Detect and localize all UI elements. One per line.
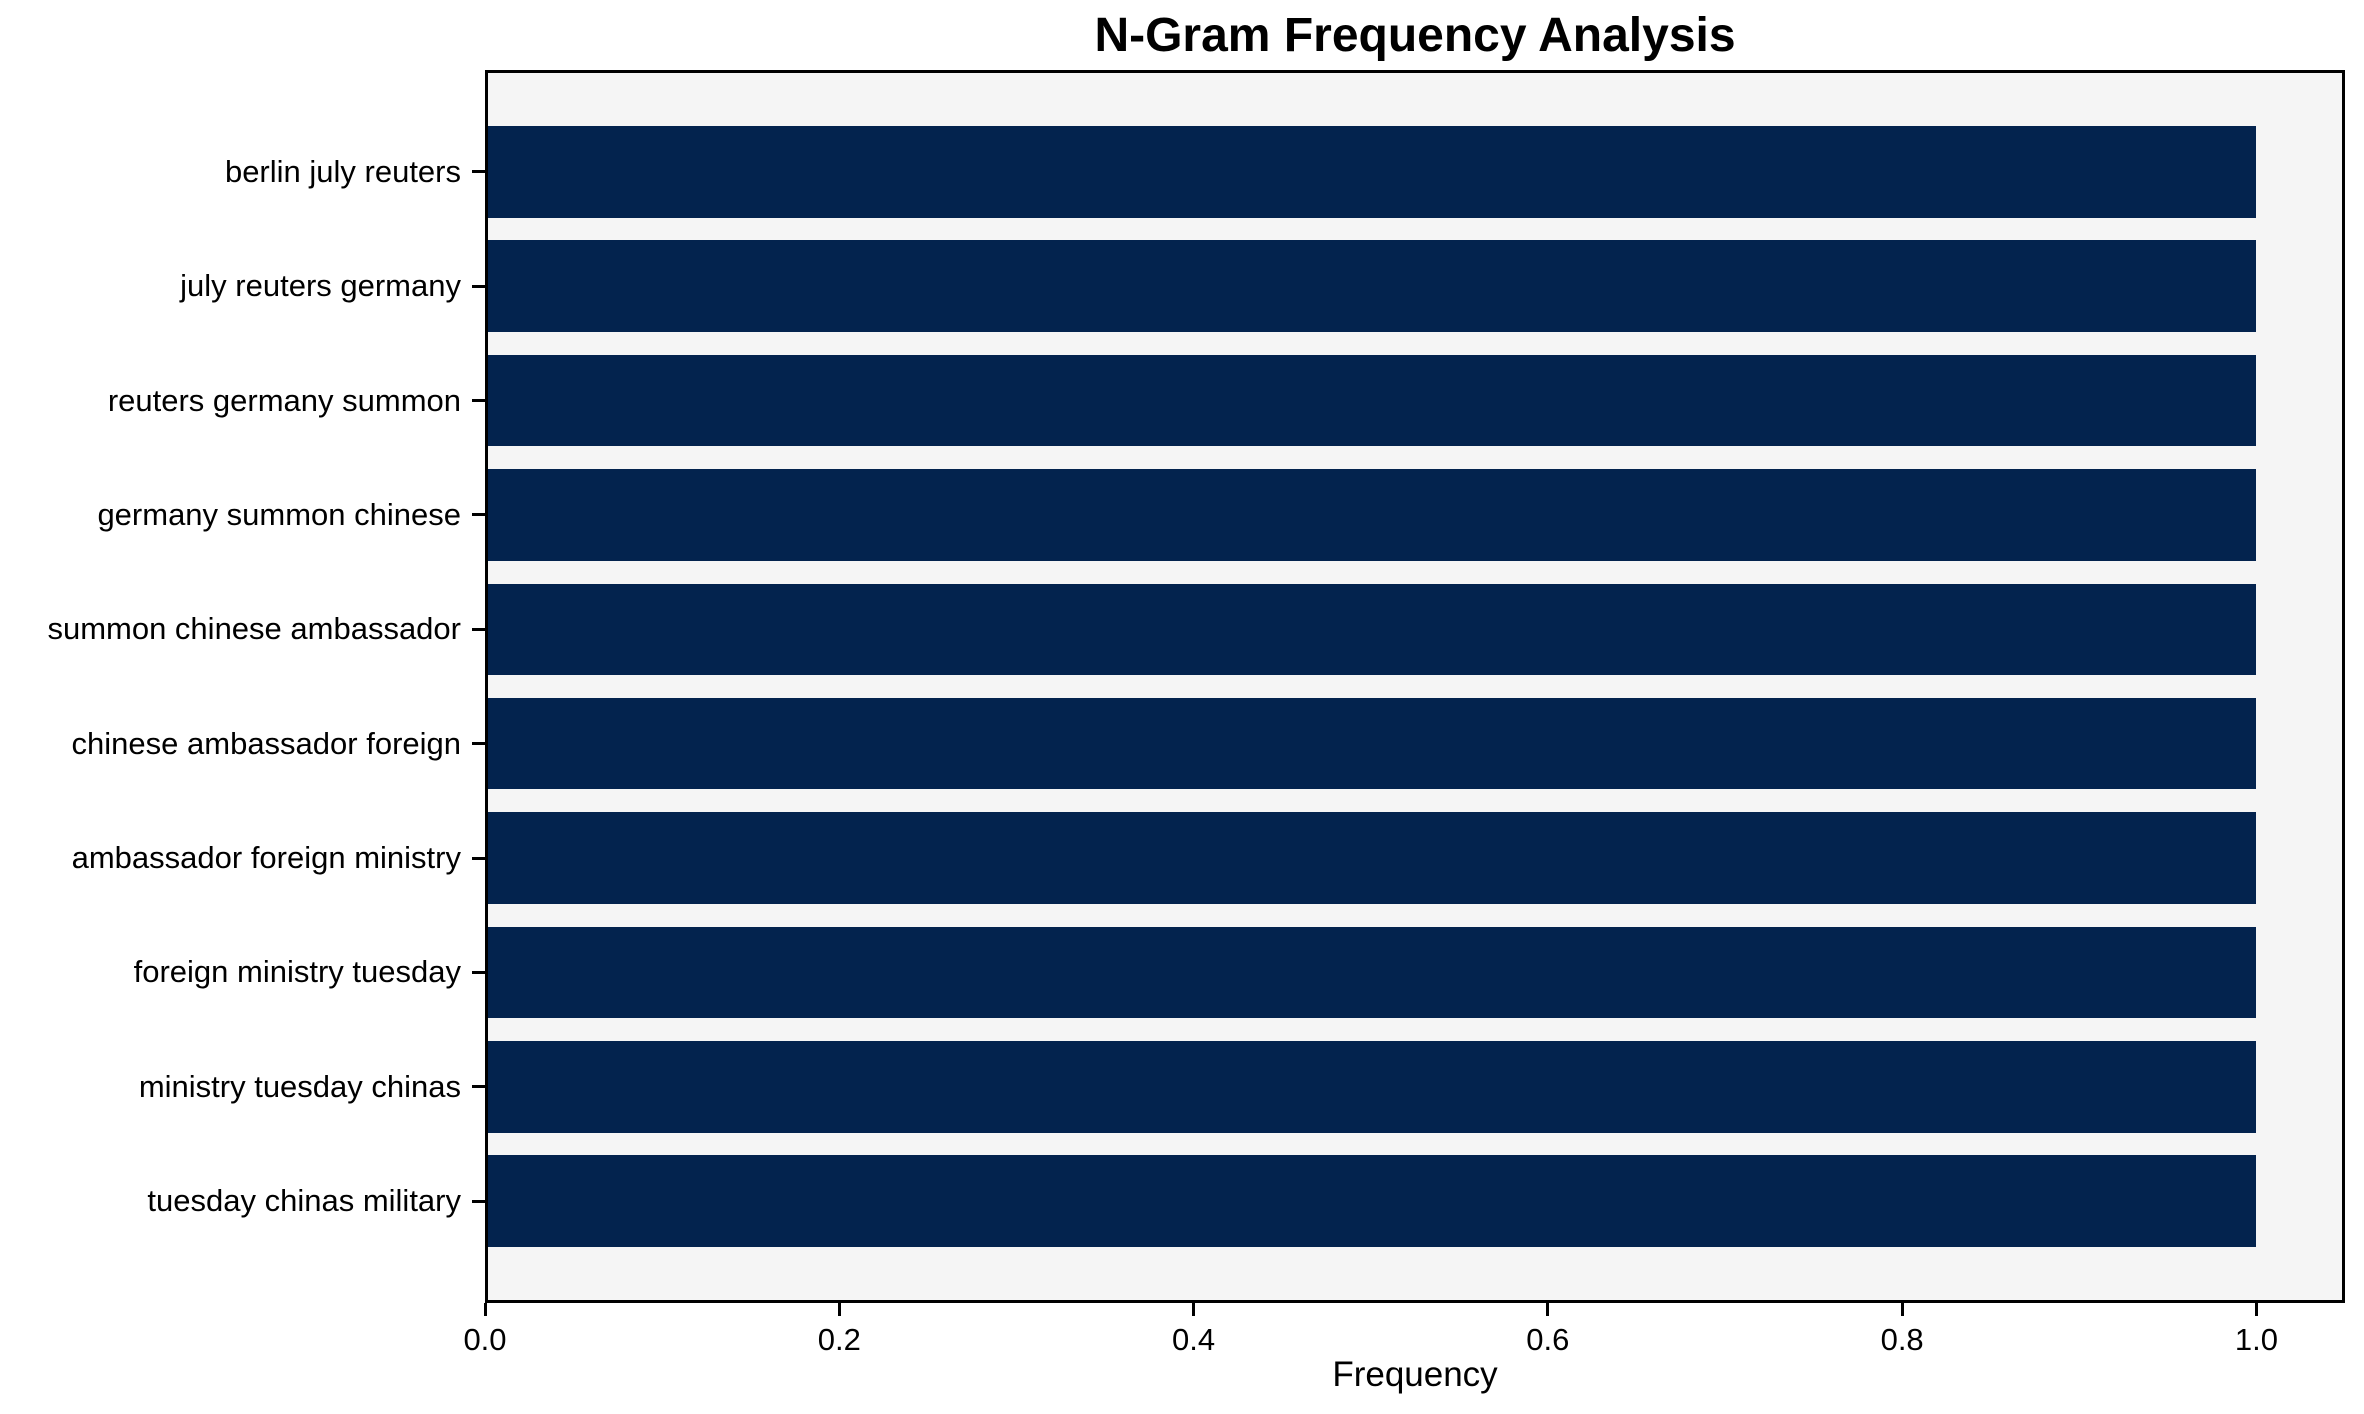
bar: [488, 812, 2257, 904]
bar: [488, 240, 2257, 332]
y-tick-mark: [472, 970, 485, 974]
x-tick-mark: [2254, 1303, 2258, 1316]
y-tick-mark: [472, 856, 485, 860]
y-tick-label: foreign ministry tuesday: [133, 954, 461, 990]
x-tick-label: 0.6: [1526, 1322, 1570, 1357]
x-axis-label: Frequency: [1332, 1355, 1498, 1394]
x-tick-mark: [483, 1303, 487, 1316]
y-tick-mark: [472, 627, 485, 631]
y-tick-label: germany summon chinese: [97, 496, 461, 532]
y-tick-label: chinese ambassador foreign: [71, 725, 461, 761]
bar: [488, 1041, 2257, 1133]
y-tick-mark: [472, 399, 485, 403]
x-tick-mark: [1192, 1303, 1196, 1316]
x-tick-mark: [837, 1303, 841, 1316]
bar: [488, 583, 2257, 676]
bar: [488, 697, 2257, 790]
x-tick-mark: [1900, 1303, 1904, 1316]
y-tick-mark: [472, 513, 485, 517]
y-tick-mark: [472, 284, 485, 288]
y-tick-mark: [472, 742, 485, 746]
y-tick-label: july reuters germany: [180, 268, 461, 304]
y-tick-label: reuters germany summon: [107, 382, 461, 418]
y-tick-label: summon chinese ambassador: [47, 611, 461, 647]
y-tick-label: tuesday chinas military: [147, 1183, 461, 1219]
bar: [488, 469, 2257, 561]
bar: [488, 1155, 2257, 1247]
chart-title: N-Gram Frequency Analysis: [1094, 9, 1736, 62]
y-tick-mark: [472, 1199, 485, 1203]
x-tick-label: 0.2: [817, 1322, 861, 1357]
y-tick-mark: [472, 1085, 485, 1089]
bar: [488, 354, 2257, 447]
y-tick-mark: [472, 170, 485, 174]
x-tick-label: 0.8: [1880, 1322, 1924, 1357]
x-tick-mark: [1546, 1303, 1550, 1316]
x-tick-label: 1.0: [2234, 1322, 2278, 1357]
x-tick-label: 0.4: [1172, 1322, 1216, 1357]
y-tick-label: ambassador foreign ministry: [71, 840, 461, 876]
y-tick-label: ministry tuesday chinas: [138, 1068, 461, 1104]
x-tick-label: 0.0: [463, 1322, 507, 1357]
y-tick-label: berlin july reuters: [224, 153, 461, 189]
bar: [488, 126, 2257, 218]
bar: [488, 926, 2257, 1019]
